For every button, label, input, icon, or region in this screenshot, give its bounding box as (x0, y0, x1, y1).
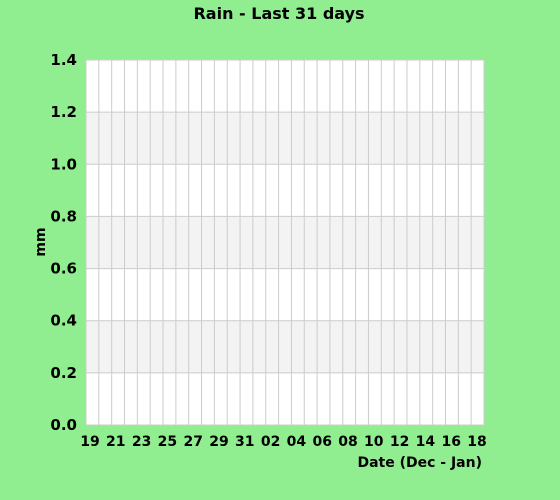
y-tick-label: 1.4 (50, 51, 77, 69)
x-tick-label: 04 (287, 434, 307, 450)
x-tick-label: 02 (261, 434, 280, 450)
chart-title: Rain - Last 31 days (193, 4, 364, 23)
x-tick-label: 18 (467, 434, 486, 450)
y-tick-label: 0.8 (50, 207, 77, 225)
x-tick-label: 10 (364, 434, 384, 450)
x-tick-label: 31 (235, 434, 254, 450)
x-tick-label: 27 (183, 434, 202, 450)
y-tick-label: 1.0 (50, 155, 77, 173)
x-axis-label: Date (Dec - Jan) (357, 455, 482, 471)
plot-band (86, 216, 484, 269)
y-tick-label: 0.2 (50, 364, 77, 382)
plot-band (86, 320, 484, 373)
x-tick-label: 16 (441, 434, 460, 450)
x-tick-label: 08 (338, 434, 357, 450)
x-tick-label: 14 (416, 434, 436, 450)
plot-band (86, 112, 484, 165)
x-tick-label: 25 (158, 434, 177, 450)
y-tick-label: 1.2 (50, 103, 77, 121)
x-tick-label: 12 (390, 434, 409, 450)
x-tick-label: 21 (106, 434, 125, 450)
y-axis-label: mm (33, 227, 49, 256)
x-tick-label: 19 (80, 434, 99, 450)
y-tick-label: 0.4 (50, 312, 77, 330)
x-tick-label: 06 (312, 434, 331, 450)
y-tick-label: 0.0 (50, 416, 77, 434)
x-tick-label: 29 (209, 434, 228, 450)
x-tick-label: 23 (132, 434, 151, 450)
y-tick-label: 0.6 (50, 260, 77, 278)
